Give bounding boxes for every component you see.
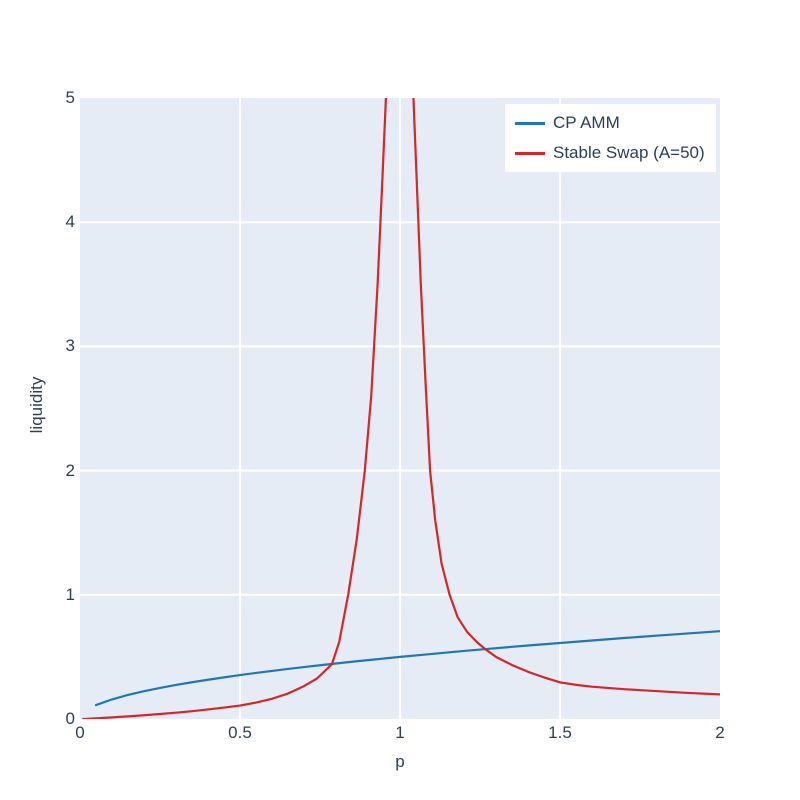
y-axis-tick-label: 5 — [65, 88, 75, 107]
legend: CP AMM Stable Swap (A=50) — [505, 104, 716, 172]
legend-item-stable-swap[interactable]: Stable Swap (A=50) — [505, 138, 716, 168]
y-axis-tick-label: 0 — [65, 709, 75, 728]
x-axis-tick-label: 2 — [715, 723, 725, 742]
y-axis-tick-label: 3 — [65, 336, 75, 356]
y-axis-tick-label: 4 — [65, 212, 75, 232]
x-axis-tick-label: 1.5 — [548, 723, 572, 742]
legend-line-swatch-stable-swap — [515, 151, 545, 155]
y-axis-tick-label: 2 — [65, 460, 75, 480]
y-axis-tick-label: 1 — [65, 584, 75, 604]
legend-label-cp-amm: CP AMM — [553, 113, 620, 132]
legend-item-cp-amm[interactable]: CP AMM — [505, 108, 716, 138]
x-axis-title: p — [395, 752, 405, 771]
x-axis-tick-label: 0 — [75, 723, 85, 742]
plot-area[interactable] — [80, 98, 720, 719]
series-line-0 — [94, 630, 720, 707]
x-axis-tick-label: 0.5 — [228, 723, 252, 742]
series-line-1 — [82, 98, 720, 719]
plot-canvas — [80, 98, 720, 719]
x-axis-tick-label: 1 — [395, 723, 405, 742]
legend-line-swatch-cp-amm — [515, 121, 545, 125]
y-axis-title: liquidity — [27, 376, 46, 434]
legend-label-stable-swap: Stable Swap (A=50) — [553, 143, 705, 162]
